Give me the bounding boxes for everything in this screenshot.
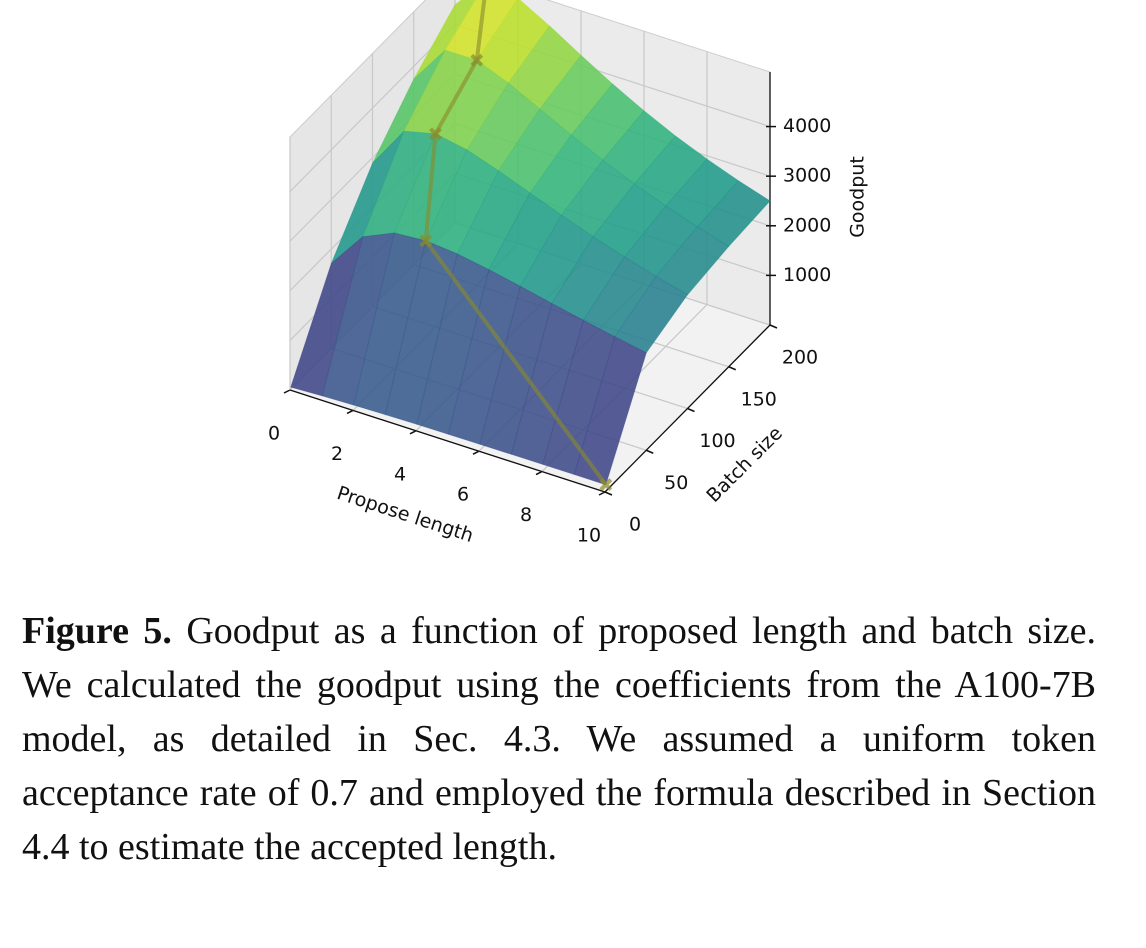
x-tick-label: 10 <box>577 525 601 547</box>
x-tick <box>472 450 480 455</box>
chart: Propose length Batch size Goodput 024681… <box>268 0 869 547</box>
x-axis-label: Propose length <box>334 482 476 547</box>
caption-label: Figure 5. <box>22 610 172 652</box>
y-tick-label: 200 <box>782 347 818 369</box>
surface-patch <box>573 336 647 486</box>
y-tick-label: 50 <box>664 472 688 494</box>
y-tick <box>604 491 613 496</box>
x-tick <box>535 470 543 476</box>
axis-line <box>289 389 606 493</box>
grid-line <box>289 24 456 192</box>
x-tick <box>283 389 291 394</box>
y-tick-label: 0 <box>629 514 641 536</box>
caption: Figure 5. Goodput as a function of propo… <box>22 604 1096 874</box>
optimal-marker <box>599 478 613 492</box>
z-tick-label: 4000 <box>783 115 831 137</box>
y-tick <box>769 324 778 329</box>
optimal-marker <box>419 234 433 248</box>
x-tick-label: 6 <box>457 484 469 506</box>
x-tick-label: 8 <box>520 504 532 526</box>
z-tick-label: 3000 <box>783 165 831 187</box>
z-tick-label: 1000 <box>783 264 831 286</box>
x-tick-label: 4 <box>394 463 406 485</box>
optimal-marker <box>470 53 484 67</box>
y-tick <box>728 366 737 371</box>
z-tick-label: 2000 <box>783 214 831 236</box>
y-tick <box>645 449 654 454</box>
axis-line <box>604 324 771 493</box>
y-tick-label: 150 <box>741 388 777 410</box>
x-tick <box>409 430 417 435</box>
z-axis-label: Goodput <box>847 156 869 238</box>
y-tick-label: 100 <box>699 430 735 452</box>
x-tick <box>598 491 606 496</box>
y-tick <box>687 407 695 413</box>
x-tick-label: 0 <box>268 423 280 445</box>
optimal-marker <box>429 127 442 141</box>
caption-text: Goodput as a function of proposed length… <box>22 610 1097 868</box>
x-tick <box>346 409 354 415</box>
x-tick-label: 2 <box>331 443 343 465</box>
